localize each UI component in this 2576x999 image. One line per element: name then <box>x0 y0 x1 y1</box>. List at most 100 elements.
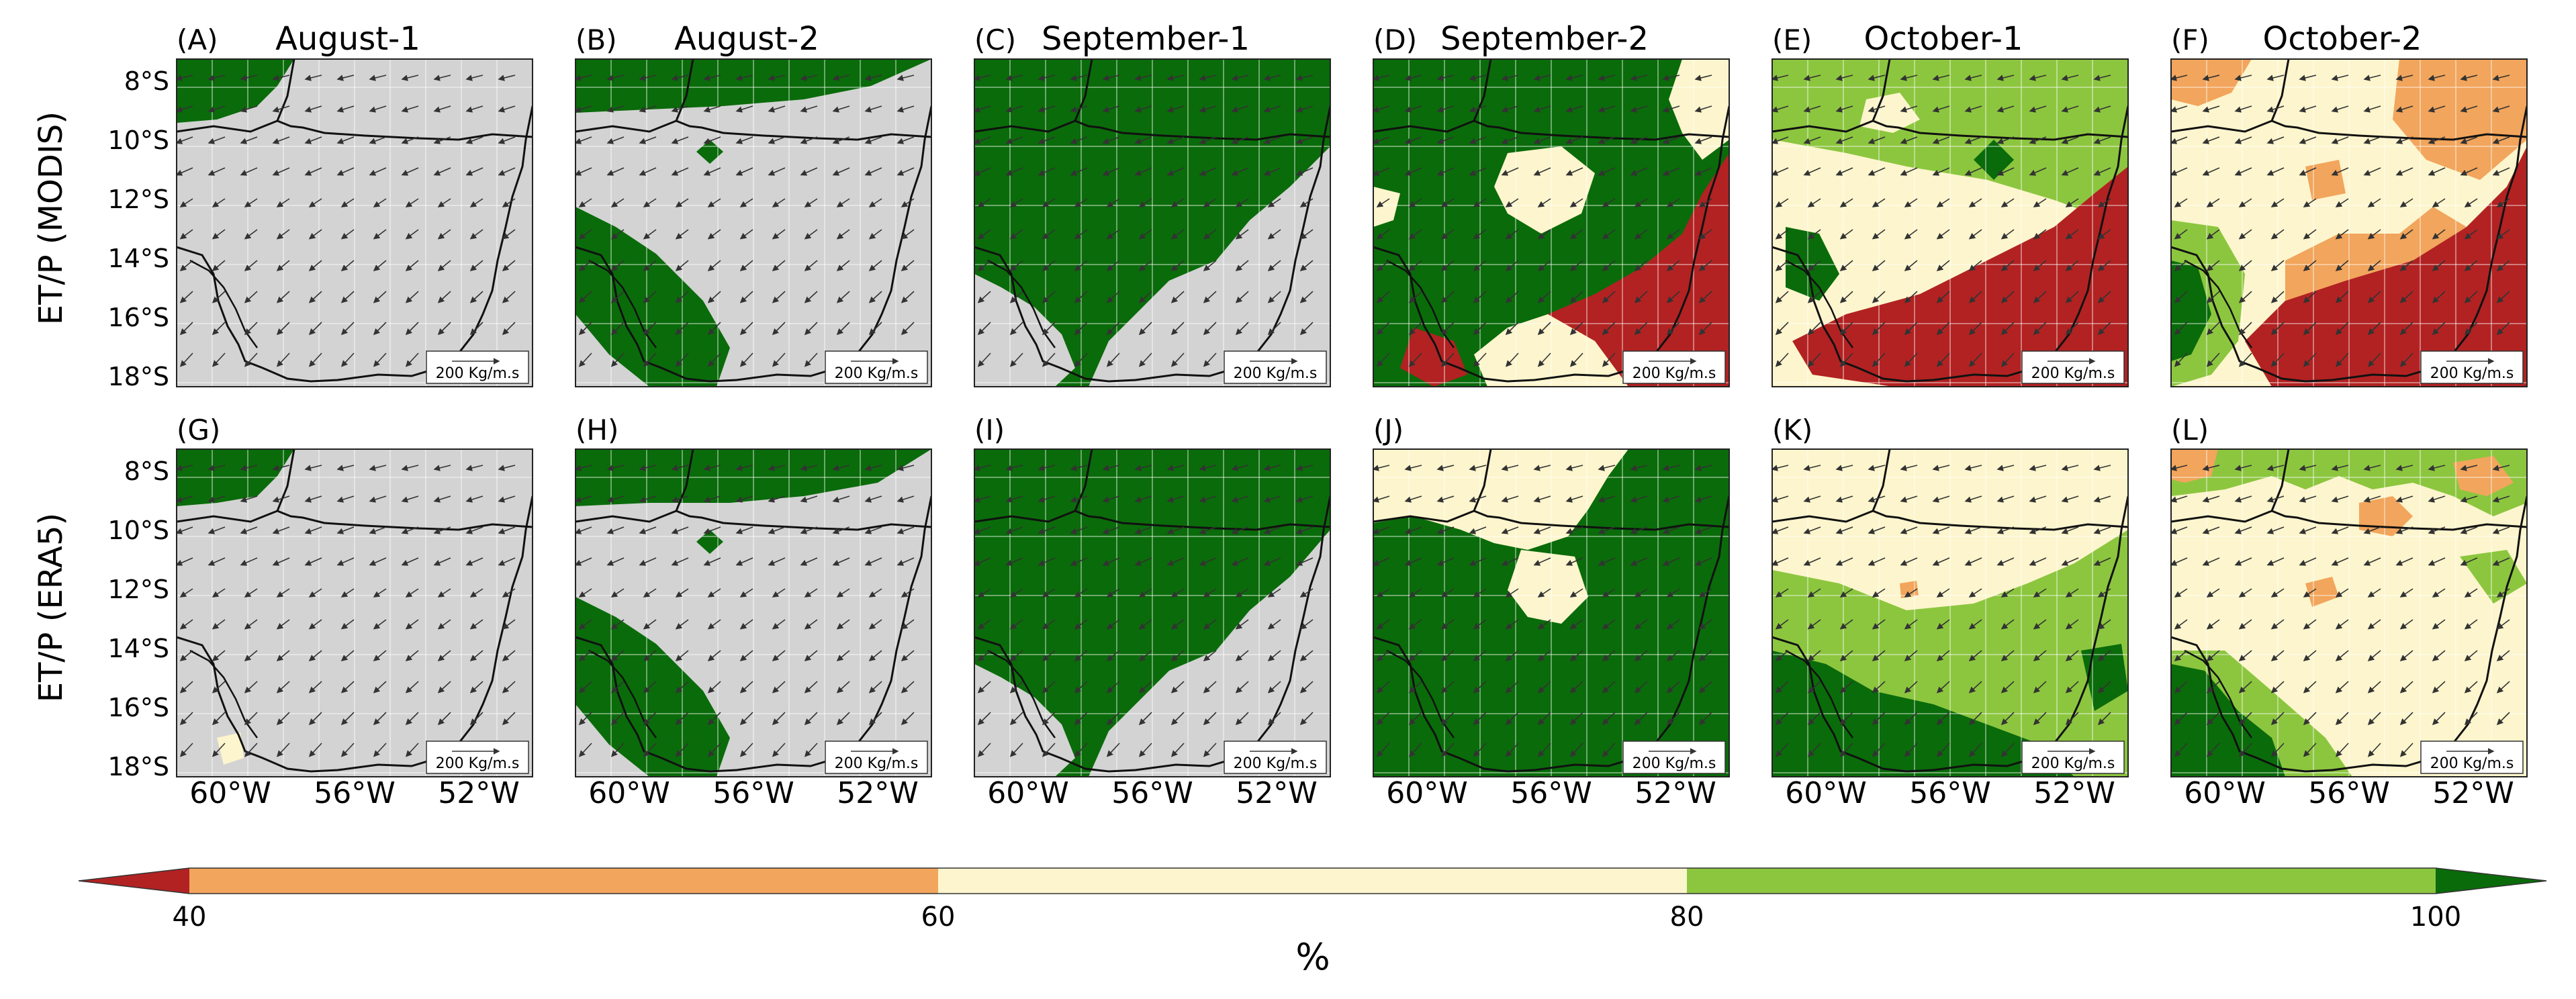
flux-arrow <box>1199 167 1217 176</box>
flux-arrow <box>2367 291 2381 303</box>
flux-arrow <box>2399 322 2413 336</box>
flux-arrow <box>308 650 322 662</box>
flux-arrow <box>308 743 322 757</box>
flux-arrow <box>340 291 355 303</box>
flux-arrow <box>2238 322 2252 336</box>
flux-arrow <box>1775 352 1789 367</box>
flux-arrow <box>896 105 915 113</box>
flux-arrow <box>212 681 226 694</box>
flux-arrow <box>901 619 915 630</box>
flux-arrow <box>1968 291 1982 303</box>
flux-arrow <box>768 495 786 503</box>
panel-letter: (B) <box>576 23 617 56</box>
flux-arrow <box>1166 495 1185 503</box>
flux-arrow <box>1005 465 1023 471</box>
panel-letter: (J) <box>1373 414 1404 446</box>
flux-arrow <box>576 167 592 176</box>
flux-arrow <box>1694 75 1712 81</box>
flux-arrow <box>373 322 387 336</box>
flux-arrow <box>1042 260 1056 272</box>
lon-tick: 60°W <box>987 776 1069 810</box>
flux-arrow <box>1694 136 1712 144</box>
map-panel: 200 Kg/m.s (I) <box>974 414 1331 777</box>
flux-arrow <box>369 495 387 503</box>
flux-arrow <box>800 105 818 113</box>
flux-arrow <box>2174 198 2188 207</box>
flux-arrow <box>179 619 193 630</box>
state-border <box>1074 120 1330 141</box>
flux-arrow <box>1839 291 1853 303</box>
flux-arrow <box>1009 352 1023 367</box>
flux-arrow <box>1505 260 1519 272</box>
flux-arrow <box>703 136 721 144</box>
flux-arrow <box>1408 352 1422 367</box>
flux-arrow <box>2000 198 2015 207</box>
flux-arrow <box>1565 136 1583 144</box>
flux-arrow <box>373 743 387 757</box>
flux-arrow <box>1501 167 1519 176</box>
flux-arrow <box>772 260 786 272</box>
flux-arrow <box>498 167 516 176</box>
flux-arrow <box>433 495 451 503</box>
flux-arrow <box>2238 260 2252 272</box>
flux-arrow <box>610 743 625 757</box>
flux-arrow <box>643 650 657 662</box>
map-panel: 200 Kg/m.s (C) September-1 <box>974 20 1331 387</box>
flux-arrow <box>1170 322 1185 336</box>
flux-arrow <box>2033 260 2047 272</box>
flux-arrow <box>2206 198 2220 207</box>
lon-axis: 60°W 56°W 52°W 60°W 56°W 52°W 60°W 56°W 52°W 60°W… <box>189 776 2514 810</box>
flux-arrow <box>1602 260 1616 272</box>
flux-arrow <box>373 352 387 367</box>
flux-arrow <box>675 352 689 367</box>
flux-arrow <box>772 712 786 726</box>
flux-arrow <box>864 167 882 176</box>
flux-arrow <box>308 681 322 694</box>
flux-arrow <box>578 712 592 726</box>
flux-arrow <box>244 229 258 240</box>
flux-arrow <box>2492 136 2510 144</box>
flux-arrow <box>1904 260 1918 272</box>
flux-arrow <box>868 291 882 303</box>
flux-arrow <box>2460 167 2478 176</box>
moisture-flux-vectors <box>974 75 1314 367</box>
flux-arrow <box>272 495 290 503</box>
flux-arrow <box>832 105 850 113</box>
flux-arrow <box>772 322 786 336</box>
flux-arrow <box>433 557 451 566</box>
flux-arrow <box>1936 352 1950 367</box>
colorbar-tick: 60 <box>921 902 956 933</box>
vector-key: 200 Kg/m.s <box>1622 350 1726 384</box>
flux-arrow <box>1235 198 1249 207</box>
flux-arrow <box>768 526 786 534</box>
flux-arrow <box>2065 322 2079 336</box>
flux-arrow <box>804 229 818 240</box>
flux-arrow <box>1904 352 1918 367</box>
flux-arrow <box>1839 198 1853 207</box>
flux-arrow <box>1042 322 1056 336</box>
flux-arrow <box>1900 105 1918 113</box>
flux-arrow <box>578 650 592 662</box>
flux-arrow <box>1263 75 1281 81</box>
map-panel: 200 Kg/m.s (J) <box>1373 414 1730 777</box>
flux-arrow <box>401 136 419 144</box>
vector-key-box <box>825 350 928 384</box>
flux-arrow <box>336 167 355 176</box>
flux-arrow <box>1138 198 1152 207</box>
flux-arrow <box>1473 352 1487 367</box>
flux-arrow <box>868 198 882 207</box>
flux-arrow <box>2061 167 2079 176</box>
flux-arrow <box>1694 105 1712 113</box>
flux-arrow <box>1170 198 1185 207</box>
flux-arrow <box>2367 198 2381 207</box>
flux-arrow <box>405 352 419 367</box>
flux-arrow <box>768 75 786 81</box>
flux-arrow <box>901 322 915 336</box>
flux-arrow <box>2202 167 2220 176</box>
flux-arrow <box>576 465 592 471</box>
flux-arrow <box>2065 260 2079 272</box>
flux-arrow <box>675 681 689 694</box>
state-border <box>1074 510 1330 531</box>
state-border <box>1473 120 1729 141</box>
